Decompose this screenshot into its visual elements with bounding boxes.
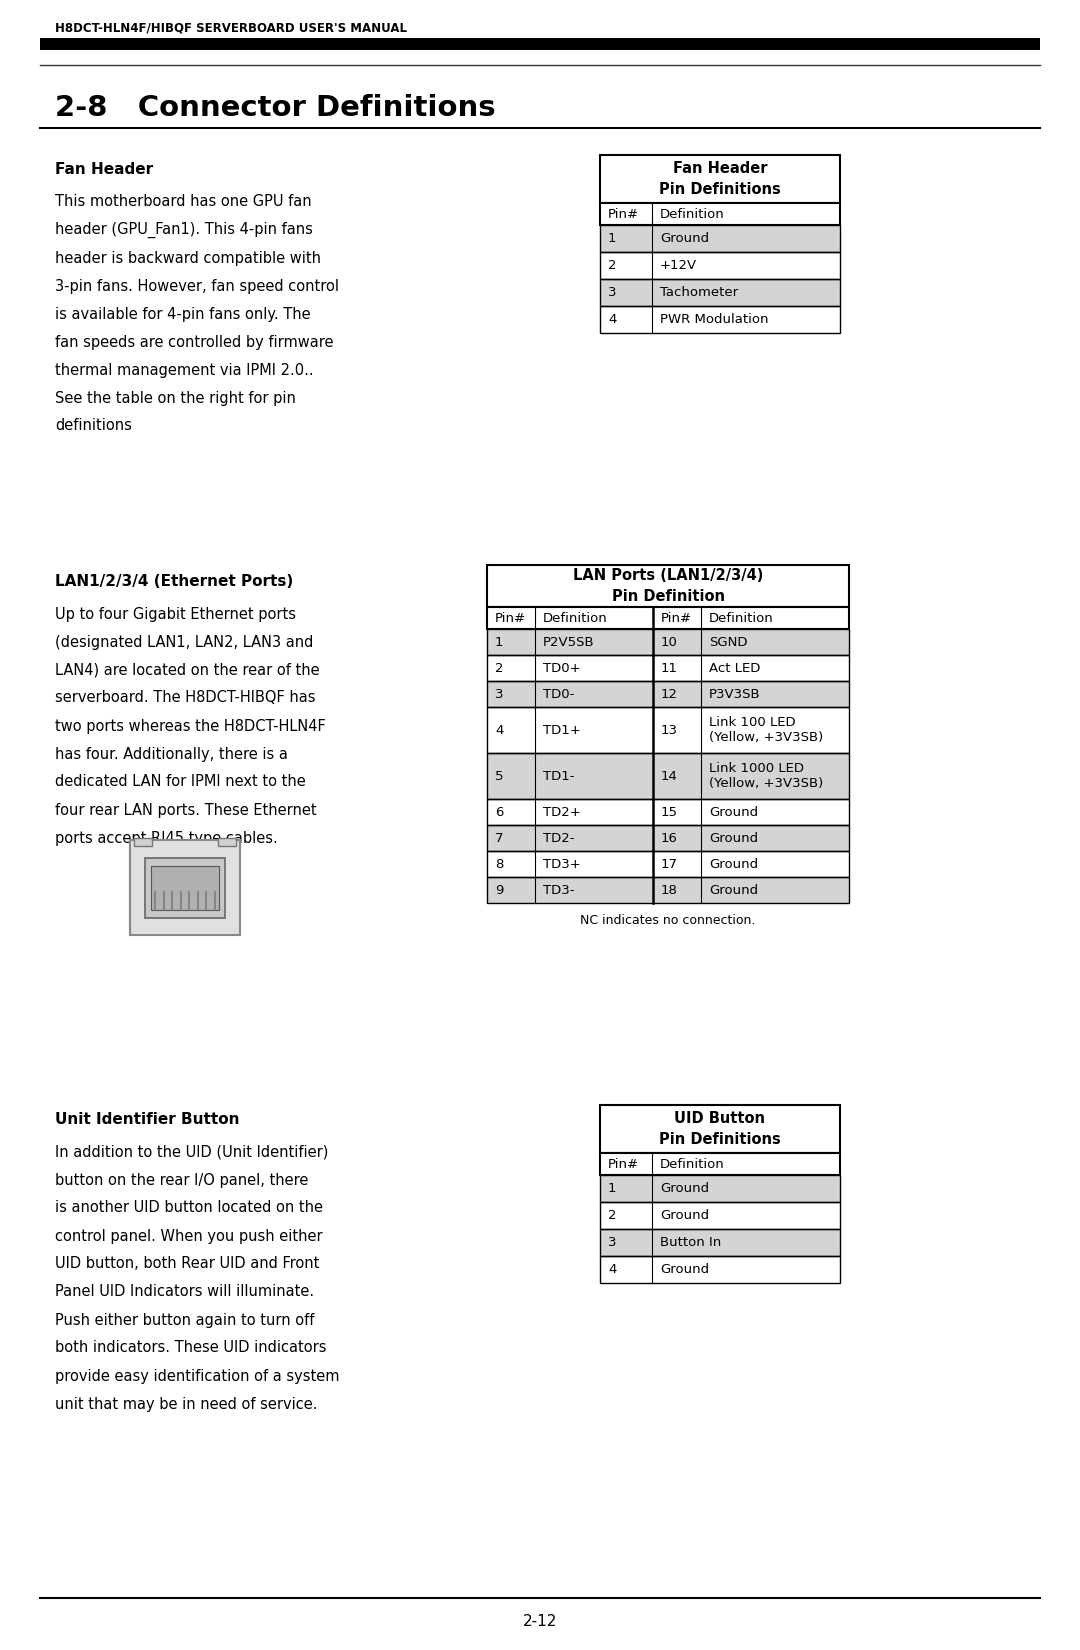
Bar — [487, 799, 849, 825]
Bar — [487, 825, 849, 851]
Text: NC indicates no connection.: NC indicates no connection. — [580, 914, 756, 927]
Text: 3-pin fans. However, fan speed control: 3-pin fans. However, fan speed control — [55, 279, 339, 294]
Bar — [600, 1201, 840, 1229]
Bar — [600, 1175, 840, 1201]
Text: (designated LAN1, LAN2, LAN3 and: (designated LAN1, LAN2, LAN3 and — [55, 635, 313, 650]
Text: UID button, both Rear UID and Front: UID button, both Rear UID and Front — [55, 1257, 320, 1272]
Text: control panel. When you push either: control panel. When you push either — [55, 1229, 323, 1244]
Text: 18: 18 — [661, 883, 678, 896]
Text: Pin#: Pin# — [608, 208, 639, 221]
Text: Fan Header: Fan Header — [55, 162, 153, 178]
Text: H8DCT-HLN4F/HIBQF SERVERBOARD USER'S MANUAL: H8DCT-HLN4F/HIBQF SERVERBOARD USER'S MAN… — [55, 21, 407, 35]
Text: TD3-: TD3- — [543, 883, 575, 896]
Bar — [600, 1256, 840, 1284]
Text: UID Button
Pin Definitions: UID Button Pin Definitions — [659, 1112, 781, 1147]
Text: +12V: +12V — [660, 259, 697, 272]
Text: Fan Header
Pin Definitions: Fan Header Pin Definitions — [659, 162, 781, 196]
Text: 3: 3 — [495, 688, 503, 701]
Bar — [487, 706, 849, 752]
Text: LAN4) are located on the rear of the: LAN4) are located on the rear of the — [55, 663, 320, 678]
Text: 2: 2 — [495, 662, 503, 675]
Text: 8: 8 — [495, 858, 503, 871]
Text: TD2+: TD2+ — [543, 805, 581, 818]
Bar — [145, 858, 225, 917]
Text: In addition to the UID (Unit Identifier): In addition to the UID (Unit Identifier) — [55, 1145, 328, 1160]
Text: 2: 2 — [608, 1209, 617, 1223]
Text: Ground: Ground — [708, 805, 758, 818]
Text: dedicated LAN for IPMI next to the: dedicated LAN for IPMI next to the — [55, 774, 306, 789]
Text: fan speeds are controlled by firmware: fan speeds are controlled by firmware — [55, 335, 334, 350]
Bar — [151, 866, 219, 911]
Bar — [487, 655, 849, 681]
Text: Definition: Definition — [708, 612, 773, 624]
Bar — [600, 279, 840, 305]
Bar — [487, 799, 849, 825]
Text: 1: 1 — [608, 1181, 617, 1195]
Bar — [487, 681, 849, 706]
Text: LAN Ports (LAN1/2/3/4)
Pin Definition: LAN Ports (LAN1/2/3/4) Pin Definition — [572, 568, 764, 604]
Text: 14: 14 — [661, 769, 678, 782]
Text: 4: 4 — [608, 1262, 617, 1275]
Text: Push either button again to turn off: Push either button again to turn off — [55, 1312, 314, 1328]
Text: 10: 10 — [661, 635, 678, 648]
Text: definitions: definitions — [55, 419, 132, 434]
Text: Link 100 LED
(Yellow, +3V3SB): Link 100 LED (Yellow, +3V3SB) — [708, 716, 823, 744]
Text: 12: 12 — [661, 688, 678, 701]
Text: 5: 5 — [495, 769, 503, 782]
Bar — [600, 224, 840, 252]
Text: See the table on the right for pin: See the table on the right for pin — [55, 391, 296, 406]
Text: LAN1/2/3/4 (Ethernet Ports): LAN1/2/3/4 (Ethernet Ports) — [55, 574, 294, 589]
Text: 1: 1 — [608, 233, 617, 244]
Text: unit that may be in need of service.: unit that may be in need of service. — [55, 1396, 318, 1411]
Text: is another UID button located on the: is another UID button located on the — [55, 1201, 323, 1216]
Text: Ground: Ground — [708, 858, 758, 871]
Bar — [600, 1201, 840, 1229]
Text: two ports whereas the H8DCT-HLN4F: two ports whereas the H8DCT-HLN4F — [55, 718, 326, 734]
Text: Pin#: Pin# — [608, 1158, 639, 1170]
Text: 4: 4 — [608, 314, 617, 327]
Text: 6: 6 — [495, 805, 503, 818]
Text: Ground: Ground — [660, 1181, 710, 1195]
Text: header (GPU_Fan1). This 4-pin fans: header (GPU_Fan1). This 4-pin fans — [55, 221, 313, 238]
Text: TD1-: TD1- — [543, 769, 575, 782]
Text: Up to four Gigabit Ethernet ports: Up to four Gigabit Ethernet ports — [55, 607, 296, 622]
Bar — [487, 629, 849, 655]
Text: 2: 2 — [608, 259, 617, 272]
Text: 2-12: 2-12 — [523, 1614, 557, 1630]
Text: P3V3SB: P3V3SB — [708, 688, 760, 701]
Bar — [487, 851, 849, 878]
Text: 17: 17 — [661, 858, 678, 871]
Bar — [600, 224, 840, 252]
Text: 3: 3 — [608, 1236, 617, 1249]
Text: Definition: Definition — [660, 1158, 725, 1170]
Text: 16: 16 — [661, 832, 678, 845]
Text: Ground: Ground — [660, 233, 710, 244]
Text: TD1+: TD1+ — [543, 723, 581, 736]
Bar — [600, 252, 840, 279]
Text: Act LED: Act LED — [708, 662, 760, 675]
Text: Ground: Ground — [708, 883, 758, 896]
Bar — [487, 851, 849, 878]
Bar — [600, 1106, 840, 1153]
Text: TD2-: TD2- — [543, 832, 575, 845]
Bar — [487, 706, 849, 752]
Text: Link 1000 LED
(Yellow, +3V3SB): Link 1000 LED (Yellow, +3V3SB) — [708, 762, 823, 790]
Bar — [600, 1256, 840, 1284]
Bar — [600, 1153, 840, 1175]
Text: is available for 4-pin fans only. The: is available for 4-pin fans only. The — [55, 307, 311, 322]
Bar — [600, 1229, 840, 1256]
Text: Pin#: Pin# — [661, 612, 692, 624]
Text: 3: 3 — [608, 285, 617, 299]
Bar — [600, 1229, 840, 1256]
Bar — [600, 252, 840, 279]
Text: 1: 1 — [495, 635, 503, 648]
Text: four rear LAN ports. These Ethernet: four rear LAN ports. These Ethernet — [55, 802, 316, 817]
Text: Pin#: Pin# — [495, 612, 526, 624]
Text: Definition: Definition — [660, 208, 725, 221]
Text: 7: 7 — [495, 832, 503, 845]
Bar — [487, 629, 849, 655]
Bar — [487, 607, 849, 629]
Text: 11: 11 — [661, 662, 678, 675]
Text: Button In: Button In — [660, 1236, 721, 1249]
Bar — [487, 878, 849, 903]
